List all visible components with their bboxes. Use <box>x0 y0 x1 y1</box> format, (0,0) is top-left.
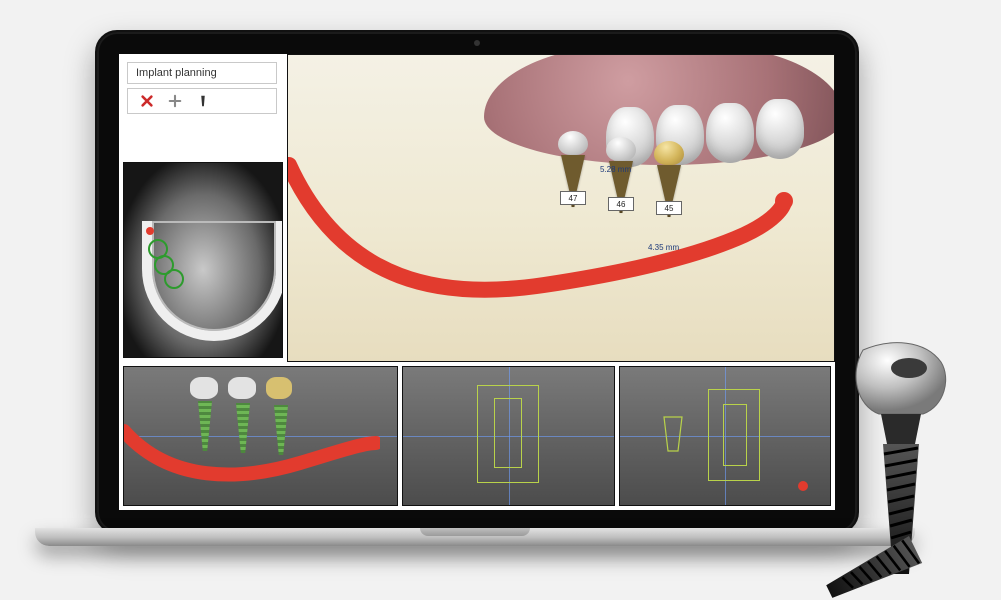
measurement-label: 4.35 mm <box>648 243 679 252</box>
implant-tag: 45 <box>656 201 682 215</box>
implant-marker[interactable] <box>164 269 184 289</box>
panel-title: Implant planning <box>127 62 277 84</box>
implant-outline <box>494 398 522 468</box>
laptop-screen: Implant planning <box>119 54 835 510</box>
laptop-camera <box>474 40 480 46</box>
implant-46[interactable]: 46 <box>606 137 636 213</box>
viewport-ct-axial[interactable] <box>123 162 283 358</box>
crown-ghost <box>266 377 292 399</box>
laptop-base <box>35 528 915 546</box>
abutment <box>654 141 684 165</box>
crown-ghost <box>190 377 218 399</box>
delete-icon[interactable] <box>140 94 154 108</box>
measurement-label: 5.28 mm <box>600 165 631 174</box>
implant-icon[interactable] <box>196 94 210 108</box>
viewport-cross-section-a[interactable] <box>402 366 614 506</box>
panel-title-text: Implant planning <box>136 67 217 79</box>
nerve-entry-marker <box>146 227 154 235</box>
safety-outline <box>477 385 539 483</box>
panel-tools <box>127 88 277 114</box>
dental-arch <box>142 221 283 341</box>
implant-tag: 47 <box>560 191 586 205</box>
implant-45[interactable]: 45 <box>654 141 684 217</box>
tooth-model <box>706 103 754 163</box>
nerve-marker <box>798 481 808 491</box>
laptop-frame: Implant planning <box>95 30 859 534</box>
abutment <box>606 137 636 161</box>
implant-ghost <box>232 403 254 453</box>
crown-ghost <box>228 377 256 399</box>
tooth-outline-icon <box>660 413 686 453</box>
viewport-cross-section-b[interactable] <box>619 366 831 506</box>
implant-ghost <box>270 405 292 455</box>
implant-planning-app: Implant planning <box>119 54 835 510</box>
viewport-row <box>123 366 831 506</box>
tooth-model <box>756 99 804 159</box>
implant-outline <box>723 404 747 466</box>
implant-tag: 46 <box>608 197 634 211</box>
abutment <box>558 131 588 155</box>
laptop-notch <box>420 528 530 536</box>
viewport-3d[interactable]: 47 46 45 5.28 mm 4.35 mm <box>287 54 835 362</box>
crosshair <box>124 436 397 437</box>
nerve-canal <box>123 423 380 487</box>
viewport-panorama[interactable] <box>123 366 398 506</box>
add-icon[interactable] <box>168 94 182 108</box>
safety-outline <box>708 389 760 481</box>
implant-47[interactable]: 47 <box>558 131 588 207</box>
implant-ghost <box>194 401 216 451</box>
